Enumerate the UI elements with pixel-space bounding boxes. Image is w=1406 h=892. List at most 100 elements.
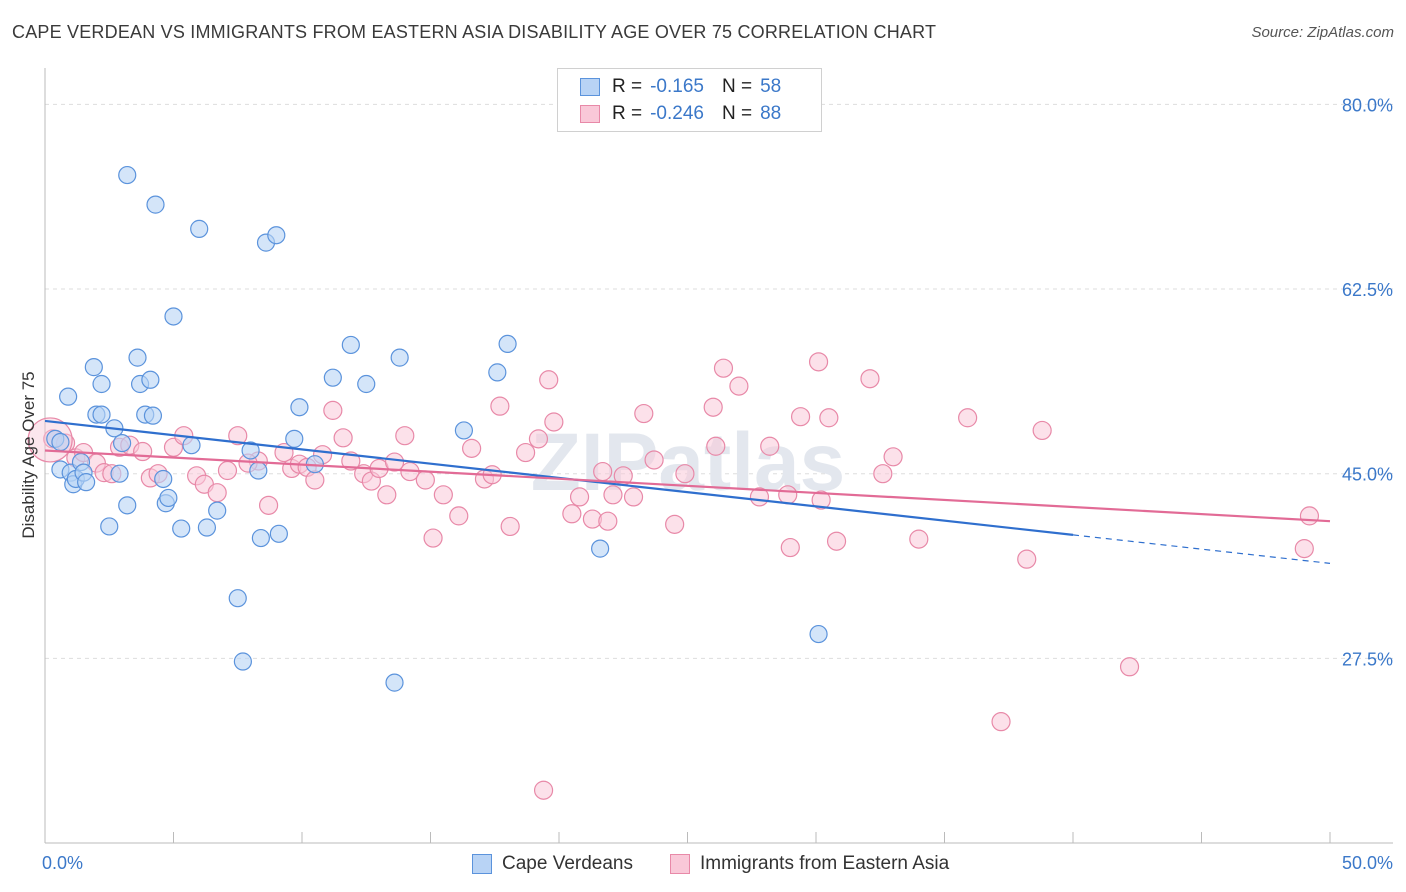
data-point-cape-verdeans — [118, 496, 137, 515]
legend-item-immigrants-eastern-asia[interactable]: Immigrants from Eastern Asia — [670, 851, 949, 877]
data-point-immigrants — [958, 408, 978, 428]
data-point-immigrants — [644, 450, 664, 470]
data-point-immigrants — [593, 461, 613, 482]
data-point-cape-verdeans — [84, 358, 103, 377]
data-point-cape-verdeans — [146, 195, 165, 214]
axes — [44, 68, 1393, 844]
y-tick-label: 27.5% — [1342, 649, 1393, 669]
data-point-immigrants — [207, 483, 227, 503]
data-point-cape-verdeans — [154, 469, 173, 489]
x-tick-label: 50.0% — [1342, 853, 1393, 873]
data-point-immigrants — [569, 487, 590, 507]
n-value: 58 — [760, 76, 782, 97]
legend-item-cape-verdeans[interactable]: Cape Verdeans — [472, 851, 633, 877]
axis-labels: 27.5% 45.0% 62.5% 80.0% 0.0% 50.0% Disability … — [19, 95, 1393, 873]
x-tick-label: 0.0% — [42, 853, 83, 873]
data-point-immigrants — [533, 780, 554, 800]
data-point-cape-verdeans — [92, 405, 111, 424]
data-point-cape-verdeans — [110, 464, 129, 483]
data-point-immigrants — [1119, 657, 1140, 677]
legend-label: Cape Verdeans — [502, 853, 633, 874]
data-point-immigrants — [909, 529, 929, 549]
data-point-cape-verdeans — [59, 387, 78, 406]
r-value: -0.165 — [650, 76, 704, 97]
data-point-cape-verdeans — [385, 673, 404, 692]
n-label: N = — [721, 103, 753, 124]
data-point-immigrants — [780, 537, 800, 558]
data-point-immigrants — [713, 358, 734, 378]
data-point-cape-verdeans — [285, 429, 304, 448]
data-point-cape-verdeans — [112, 433, 132, 453]
data-point-cape-verdeans — [208, 501, 227, 520]
stats-legend: R = -0.165 N = 58 R = -0.246 N = 88 — [557, 68, 822, 132]
data-point-immigrants — [665, 514, 685, 534]
data-point-cape-verdeans — [498, 334, 517, 354]
data-point-cape-verdeans — [228, 589, 247, 608]
data-point-immigrants — [860, 369, 880, 389]
data-point-cape-verdeans — [172, 519, 191, 538]
trend-line-immigrants — [44, 449, 1331, 523]
blue-swatch — [472, 854, 492, 874]
data-point-immigrants — [544, 412, 564, 432]
data-point-cape-verdeans — [809, 624, 828, 644]
data-point-immigrants — [883, 447, 903, 467]
legend-label: Immigrants from Eastern Asia — [700, 853, 950, 874]
data-point-immigrants — [1294, 539, 1314, 559]
data-point-immigrants — [449, 506, 469, 526]
n-value: 88 — [760, 103, 782, 124]
trend-line-cape-verdeans-extension — [1072, 534, 1331, 564]
data-point-immigrants — [1299, 506, 1320, 526]
data-point-immigrants — [991, 712, 1011, 732]
data-point-cape-verdeans — [323, 368, 342, 387]
pink-swatch — [580, 105, 600, 123]
r-value: -0.246 — [650, 103, 704, 124]
data-point-cape-verdeans — [591, 539, 610, 558]
data-point-cape-verdeans — [267, 226, 286, 245]
chart-source: Source: ZipAtlas.com — [1251, 24, 1394, 41]
data-point-cape-verdeans — [488, 363, 507, 382]
series-cape-verdeans — [46, 165, 828, 692]
data-point-cape-verdeans — [249, 461, 268, 480]
blue-swatch — [580, 78, 600, 96]
data-point-immigrants — [377, 485, 397, 505]
pink-swatch — [670, 854, 690, 874]
data-point-cape-verdeans — [454, 421, 474, 440]
data-point-immigrants — [500, 516, 520, 537]
data-point-cape-verdeans — [100, 517, 119, 536]
data-point-immigrants — [706, 436, 726, 456]
data-point-cape-verdeans — [143, 406, 163, 425]
data-point-cape-verdeans — [190, 219, 209, 238]
data-point-immigrants — [228, 426, 248, 446]
data-point-immigrants — [1032, 420, 1052, 441]
chart-title: CAPE VERDEAN VS IMMIGRANTS FROM EASTERN … — [12, 22, 937, 42]
data-point-immigrants — [384, 452, 405, 472]
data-point-immigrants — [562, 504, 582, 524]
data-point-cape-verdeans — [233, 652, 252, 671]
data-point-immigrants — [760, 436, 780, 456]
data-point-immigrants — [258, 495, 279, 515]
data-point-cape-verdeans — [390, 348, 409, 367]
data-point-cape-verdeans — [182, 436, 201, 455]
data-point-immigrants — [515, 442, 536, 463]
data-point-immigrants — [729, 376, 749, 396]
data-point-cape-verdeans — [357, 374, 376, 394]
data-point-immigrants — [423, 528, 443, 548]
data-point-immigrants — [873, 464, 893, 484]
data-point-cape-verdeans — [159, 488, 178, 508]
data-point-immigrants — [539, 370, 559, 390]
data-point-immigrants — [415, 470, 435, 490]
trend-lines — [44, 419, 1331, 564]
data-point-immigrants — [811, 490, 831, 510]
data-point-cape-verdeans — [241, 441, 260, 460]
y-tick-label: 45.0% — [1342, 465, 1393, 485]
n-label: N = — [721, 76, 753, 97]
data-point-immigrants — [675, 464, 695, 484]
r-label: R = — [612, 76, 643, 97]
data-point-immigrants — [598, 511, 618, 531]
y-tick-label: 62.5% — [1342, 280, 1393, 300]
data-point-immigrants — [1017, 549, 1037, 569]
data-point-immigrants — [790, 407, 811, 427]
data-point-immigrants — [433, 485, 453, 505]
data-point-cape-verdeans — [251, 528, 270, 548]
stats-legend-row-cape-verdeans: R = -0.165 N = 58 — [580, 75, 781, 99]
